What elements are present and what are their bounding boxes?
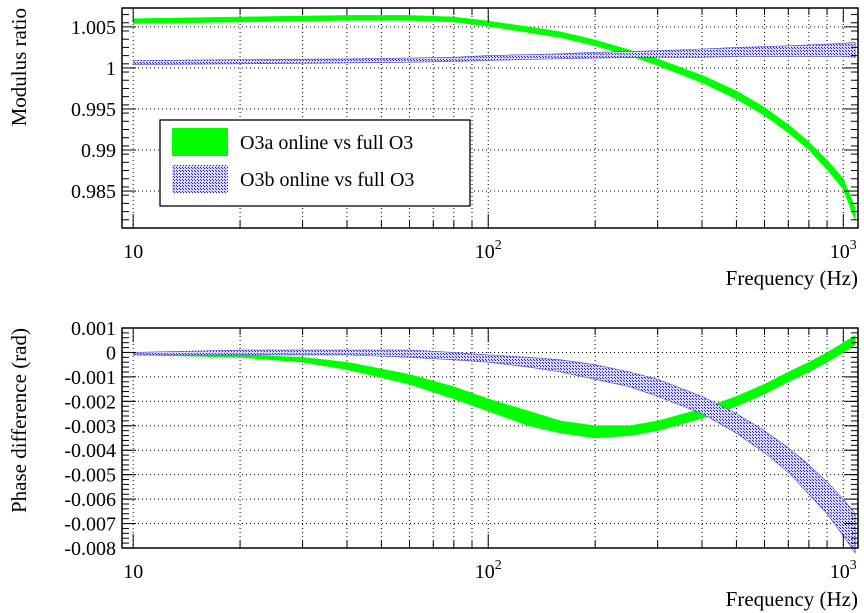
panel-1: 10 102 103 1.005 1 0.995 0.99 0.985 Frequency (H…	[7, 7, 859, 290]
y-tick-label: 0.985	[71, 181, 116, 203]
y-tick-label: 1	[106, 58, 116, 80]
y-tick-label: 0	[106, 342, 116, 364]
y-tick-label: -0.002	[64, 391, 116, 413]
y-tick-label: 0.99	[81, 140, 116, 162]
y-tick-label: -0.003	[64, 416, 116, 438]
series-band-o3b	[132, 42, 856, 65]
x-axis-title: Frequency (Hz)	[726, 587, 858, 611]
series-band-o3b	[132, 349, 856, 554]
legend-label-o3a: O3a online vs full O3	[240, 132, 413, 154]
x-tick-label: 10	[123, 561, 143, 583]
series-band-o3a	[132, 15, 856, 221]
x-axis-title: Frequency (Hz)	[726, 266, 858, 290]
x-tick-exponent: 2	[495, 558, 502, 573]
legend: O3a online vs full O3 O3b online vs full …	[159, 119, 471, 207]
y-tick-label: -0.001	[64, 367, 116, 389]
plot-frame	[121, 7, 859, 229]
y-tick-label: -0.005	[64, 465, 116, 487]
x-tick-exponent: 2	[495, 238, 502, 253]
y-tick-label: -0.006	[64, 489, 116, 511]
x-tick-label: 103	[830, 558, 857, 583]
y-tick-label: 0.995	[71, 99, 116, 121]
x-tick-label: 10	[123, 241, 143, 263]
y-axis-title: Phase difference (rad)	[7, 328, 31, 513]
y-tick-label: 1.005	[71, 17, 116, 39]
series-band-o3a	[132, 334, 856, 439]
x-tick-label: 102	[475, 558, 502, 583]
y-axis-title: Modulus ratio	[7, 8, 31, 126]
y-tick-label: -0.007	[64, 514, 116, 536]
x-tick-exponent: 3	[850, 238, 857, 253]
y-tick-label: -0.008	[64, 538, 116, 560]
y-tick-label: -0.004	[64, 440, 116, 462]
x-tick-label: 102	[475, 238, 502, 263]
legend-swatch-o3a	[172, 128, 228, 156]
plot-frame	[121, 327, 859, 549]
x-tick-exponent: 3	[850, 558, 857, 573]
legend-swatch-o3b	[172, 165, 228, 193]
x-tick-label: 103	[830, 238, 857, 263]
legend-label-o3b: O3b online vs full O3	[240, 169, 414, 191]
y-tick-label: 0.001	[71, 318, 116, 340]
